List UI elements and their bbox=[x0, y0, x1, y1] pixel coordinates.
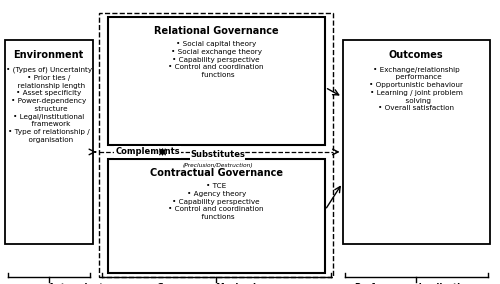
Bar bbox=[5, 40, 92, 244]
Text: Governance Mechanisms
Conceptualization: Governance Mechanisms Conceptualization bbox=[158, 283, 274, 284]
Text: Relational Governance: Relational Governance bbox=[154, 26, 278, 36]
Text: Environment: Environment bbox=[14, 50, 84, 60]
Text: • Exchange/relationship
  performance
• Opportunistic behaviour
• Learning / joi: • Exchange/relationship performance • Op… bbox=[369, 67, 463, 112]
Text: Governance Antecedents: Governance Antecedents bbox=[0, 283, 108, 284]
Bar bbox=[108, 159, 325, 273]
Bar bbox=[108, 17, 325, 145]
Bar bbox=[342, 40, 490, 244]
Text: Contractual Governance: Contractual Governance bbox=[150, 168, 283, 178]
Text: • (Types of) Uncertainty
• Prior ties /
  relationship length
• Asset specificit: • (Types of) Uncertainty • Prior ties / … bbox=[6, 67, 92, 143]
Text: Substitutes: Substitutes bbox=[190, 150, 245, 159]
Text: • TCE
• Agency theory
• Capability perspective
• Control and coordination
  func: • TCE • Agency theory • Capability persp… bbox=[168, 183, 264, 220]
Text: • Social capital theory
• Social exchange theory
• Capability perspective
• Cont: • Social capital theory • Social exchang… bbox=[168, 41, 264, 78]
Text: Performance Implications: Performance Implications bbox=[356, 283, 477, 284]
Text: Outcomes: Outcomes bbox=[389, 50, 444, 60]
Bar bbox=[99, 13, 333, 277]
Text: Complements: Complements bbox=[115, 147, 180, 156]
Text: (Preclusion/Destruction): (Preclusion/Destruction) bbox=[182, 163, 253, 168]
